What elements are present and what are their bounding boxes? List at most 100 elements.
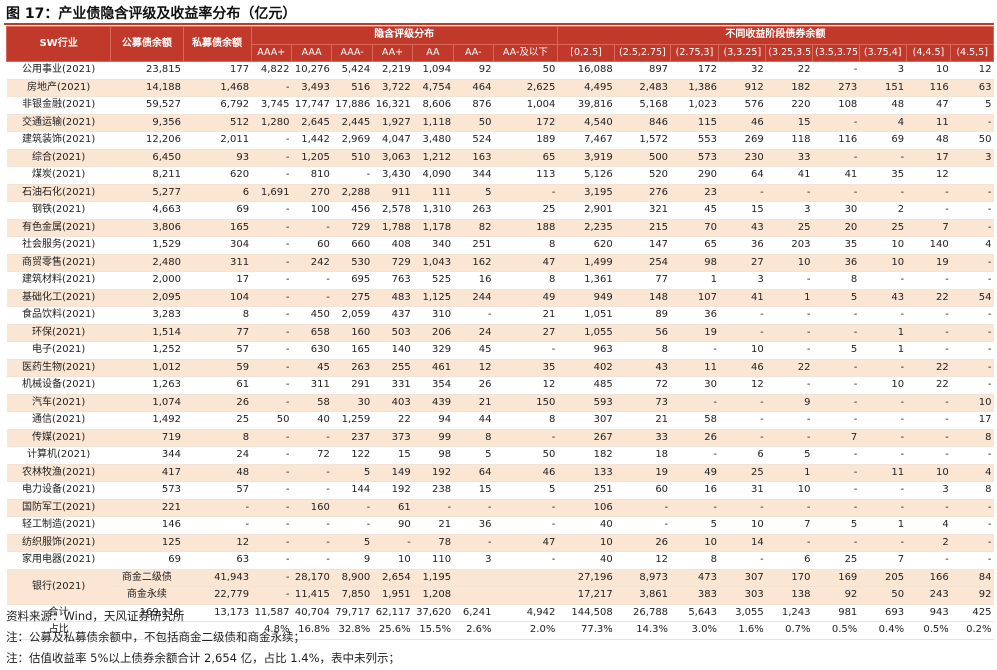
rating-cell: 439: [412, 394, 454, 412]
rating-cell: -: [251, 446, 292, 465]
public-balance: 8,211: [110, 166, 184, 185]
yield-cell: 1,051: [557, 306, 615, 325]
rating-cell: 16,321: [372, 96, 413, 115]
yield-cell: 60: [614, 481, 671, 500]
yield-cell: 4: [950, 236, 994, 255]
bank-balance: 22,779: [183, 586, 252, 605]
industry-name: 电力设备(2021): [6, 481, 111, 500]
industry-name: 机械设备(2021): [6, 376, 111, 395]
rating-cell: 729: [372, 254, 413, 272]
yield-cell: 10: [906, 61, 951, 80]
yield-cell: 4: [906, 516, 951, 535]
rating-cell: 5: [331, 464, 373, 482]
rating-cell: 15: [453, 481, 494, 500]
yield-cell: 41: [765, 166, 813, 185]
yield-cell: 5: [670, 516, 719, 535]
header-yield-7: (4,4.5]: [905, 43, 952, 62]
yield-cell: -: [812, 61, 860, 80]
rating-cell: 50: [251, 411, 292, 430]
yield-cell: 5: [765, 446, 813, 465]
yield-cell: 56: [614, 324, 671, 342]
public-balance: 2,095: [110, 289, 184, 307]
private-balance: 165: [183, 219, 252, 237]
rating-cell: 62,117: [372, 603, 413, 622]
yield-cell: -: [812, 394, 860, 412]
yield-cell: 32: [718, 61, 766, 80]
yield-cell: 2,901: [557, 201, 615, 220]
rating-cell: 5: [453, 184, 494, 202]
yield-cell: 520: [614, 166, 671, 185]
header-yield-2: (2.75,3]: [669, 43, 720, 62]
rating-cell: -: [453, 499, 494, 517]
yield-cell: 107: [670, 289, 719, 307]
private-balance: 13,173: [183, 603, 252, 622]
rating-cell: 192: [372, 481, 413, 500]
private-balance: 8: [183, 306, 252, 325]
rating-cell: 2.6%: [453, 621, 494, 640]
rating-cell: 50: [493, 61, 558, 80]
rating-cell: 373: [372, 429, 413, 447]
yield-cell: 3: [906, 481, 951, 500]
yield-cell: 11: [906, 114, 951, 132]
rating-cell: 237: [331, 429, 373, 447]
yield-cell: -: [765, 324, 813, 342]
yield-cell: -: [950, 324, 994, 342]
private-balance: 61: [183, 376, 252, 395]
yield-cell: 16,088: [557, 61, 615, 80]
rating-cell: 3,480: [412, 131, 454, 150]
rating-cell: 483: [372, 289, 413, 307]
yield-cell: 3: [765, 201, 813, 220]
industry-name: 家用电器(2021): [6, 551, 111, 570]
rating-cell: -: [251, 219, 292, 237]
private-balance: 57: [183, 481, 252, 500]
table-row: 煤炭(2021) 8,211 620-810-3,430 4,090 344 113 5,1…: [6, 166, 994, 185]
yield-cell: 25: [812, 551, 860, 570]
yield-cell: 573: [670, 149, 719, 167]
yield-cell: 36: [718, 236, 766, 255]
rating-cell: 291: [331, 376, 373, 395]
industry-name: 电子(2021): [6, 341, 111, 360]
header-yield-6: (3.75,4]: [858, 43, 907, 62]
yield-cell: 1,243: [765, 603, 813, 622]
rating-cell: 160: [331, 324, 373, 342]
yield-cell: 10: [859, 254, 907, 272]
yield-cell: 70: [670, 219, 719, 237]
yield-cell: -: [906, 446, 951, 465]
yield-cell: 22: [765, 61, 813, 80]
rating-cell: 1,310: [412, 201, 454, 220]
header-yield-8: (4.5,5]: [950, 43, 994, 62]
yield-cell: -: [950, 306, 994, 325]
rating-cell: 35: [493, 359, 558, 377]
yield-cell: 10: [859, 376, 907, 395]
rating-cell: -: [251, 201, 292, 220]
rating-cell: -: [291, 219, 332, 237]
rating-cell: 32.8%: [331, 621, 373, 640]
yield-cell: 10: [765, 481, 813, 500]
yield-cell: 15: [765, 114, 813, 132]
yield-cell: 27,196: [557, 569, 615, 587]
rating-cell: 37,620: [412, 603, 454, 622]
header-industry: SW行业: [5, 26, 112, 62]
yield-cell: 50: [859, 586, 907, 605]
yield-cell: 35: [859, 166, 907, 185]
yield-cell: 1,499: [557, 254, 615, 272]
yield-cell: 106: [557, 499, 615, 517]
rating-cell: 524: [453, 131, 494, 150]
rating-cell: 5,424: [331, 61, 373, 80]
rating-cell: 45: [291, 359, 332, 377]
rating-cell: 28,170: [291, 569, 332, 587]
yield-cell: -: [765, 341, 813, 360]
private-balance: 311: [183, 254, 252, 272]
rating-cell: -: [291, 271, 332, 290]
rating-cell: 72: [291, 446, 332, 465]
bank-sub-label: 商金二级债: [110, 569, 184, 587]
yield-cell: -: [859, 359, 907, 377]
rating-cell: 340: [412, 236, 454, 255]
rating-cell: 4.8%: [251, 621, 292, 640]
rating-cell: 60: [291, 236, 332, 255]
yield-cell: 2,483: [614, 79, 671, 97]
yield-cell: 593: [557, 394, 615, 412]
industry-name: 轻工制造(2021): [6, 516, 111, 535]
rating-cell: -: [493, 551, 558, 570]
yield-cell: -: [950, 359, 994, 377]
